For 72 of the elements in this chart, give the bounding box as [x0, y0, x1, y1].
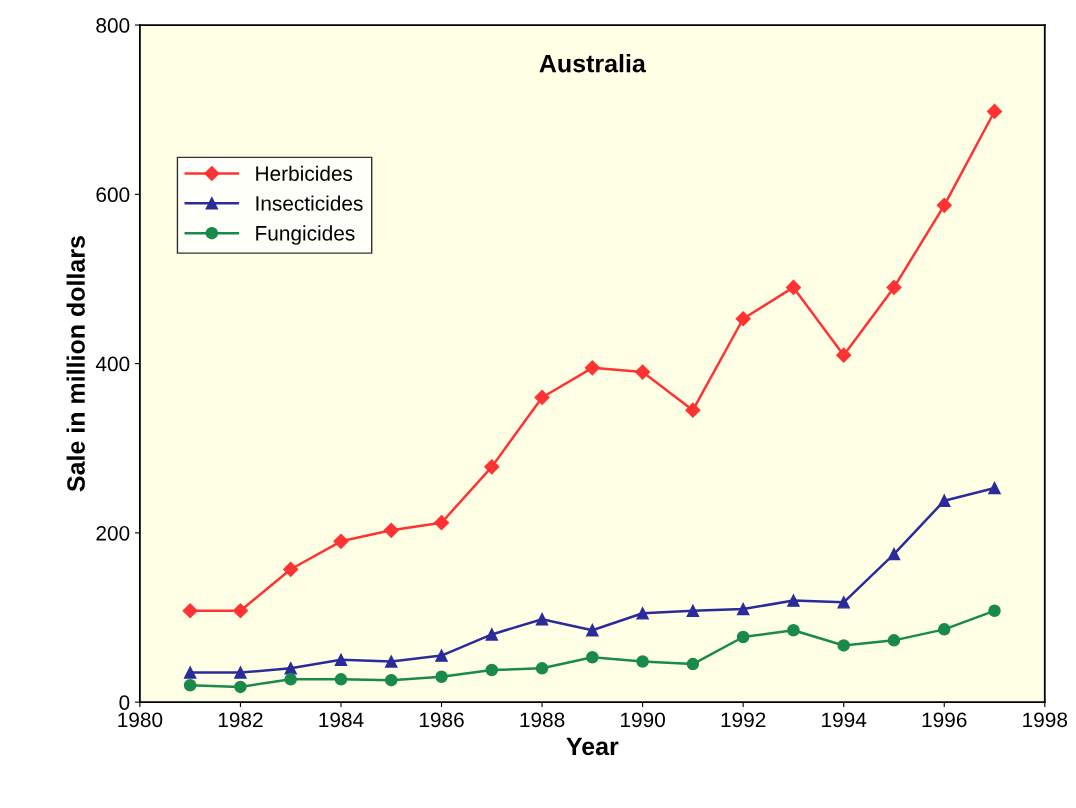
point	[485, 663, 499, 677]
point	[887, 547, 901, 561]
point	[584, 360, 600, 376]
point	[586, 623, 599, 637]
point	[586, 651, 599, 664]
point	[485, 628, 499, 641]
point	[484, 459, 500, 475]
y-tick-label: 600	[96, 187, 130, 203]
x-tick-label: 1998	[1023, 712, 1068, 728]
x-tick-label: 1982	[218, 712, 263, 728]
point	[735, 311, 751, 327]
point	[284, 673, 297, 686]
point	[333, 533, 349, 549]
point	[535, 612, 549, 626]
point	[635, 364, 651, 380]
point	[787, 623, 800, 637]
point	[685, 402, 701, 418]
x-tick-label: 1994	[822, 712, 867, 728]
point	[435, 670, 448, 684]
point	[837, 596, 850, 609]
point	[937, 494, 951, 507]
point	[433, 515, 450, 531]
y-tick-label: 400	[95, 356, 130, 372]
x-tick-label: 1988	[520, 712, 565, 728]
point	[334, 673, 348, 686]
legend-label: Insecticides	[256, 195, 363, 211]
point	[736, 630, 750, 644]
point	[886, 279, 902, 295]
point	[384, 673, 398, 687]
point	[887, 634, 901, 647]
x-tick-label: 1980	[118, 712, 163, 728]
x-tick-label: 1996	[922, 712, 967, 728]
point	[334, 653, 348, 667]
x-axis-title: Year	[566, 737, 619, 756]
y-tick-label: 800	[96, 18, 130, 33]
point	[787, 594, 800, 607]
legend-label: Herbicides	[256, 165, 353, 181]
point	[232, 603, 248, 619]
point	[535, 662, 549, 675]
point	[534, 389, 550, 406]
point	[836, 347, 852, 363]
point	[686, 604, 700, 617]
point	[988, 604, 1001, 617]
point	[686, 657, 700, 671]
point	[986, 103, 1003, 119]
point	[283, 561, 299, 577]
point	[936, 197, 952, 213]
point	[636, 655, 649, 668]
x-tick-label: 1984	[319, 712, 364, 728]
y-tick-label: 0	[119, 695, 130, 710]
point	[837, 639, 850, 652]
y-axis-title: Sale in million dollars	[66, 236, 85, 492]
point	[988, 481, 1001, 495]
point	[183, 666, 197, 679]
y-tick-label: 200	[96, 525, 130, 541]
x-tick-label: 1986	[419, 712, 464, 728]
legend-label: Fungicides	[256, 225, 355, 245]
point	[182, 603, 198, 619]
point	[384, 655, 398, 668]
point	[435, 649, 448, 662]
point	[183, 678, 197, 692]
point	[937, 623, 951, 636]
point	[234, 680, 247, 694]
point	[284, 662, 297, 675]
text: Australia	[539, 54, 646, 73]
point	[736, 602, 750, 616]
x-tick-label: 1990	[621, 712, 665, 728]
point	[234, 666, 247, 679]
point	[383, 522, 399, 538]
point	[636, 607, 649, 620]
x-tick-label: 1992	[721, 712, 766, 728]
point	[785, 279, 802, 295]
